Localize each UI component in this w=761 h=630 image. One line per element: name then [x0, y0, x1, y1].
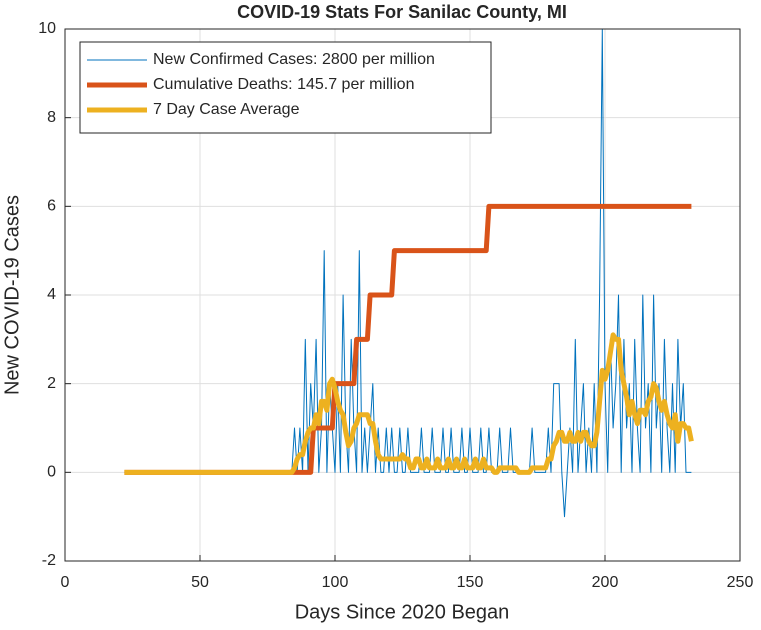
y-tick-label: -2 — [42, 552, 56, 569]
x-tick-label: 150 — [457, 574, 484, 591]
x-axis-label: Days Since 2020 Began — [295, 601, 510, 623]
x-tick-label: 0 — [61, 574, 70, 591]
chart-title: COVID-19 Stats For Sanilac County, MI — [237, 2, 567, 22]
axes-box — [64, 28, 741, 562]
data-line — [124, 332, 694, 475]
y-tick-label: 4 — [47, 286, 56, 303]
x-tick-label: 250 — [727, 574, 754, 591]
y-tick-label: 6 — [47, 198, 56, 215]
x-tick-label: 200 — [592, 574, 619, 591]
x-tick-label: 50 — [191, 574, 209, 591]
y-tick-label: 8 — [47, 109, 56, 126]
x-tick-label: 100 — [322, 574, 349, 591]
y-tick-label: 10 — [38, 20, 56, 37]
legend-box — [79, 41, 492, 134]
y-tick-label: 0 — [47, 464, 56, 481]
legend-label: 7 Day Case Average — [153, 101, 300, 118]
y-axis-label: New COVID-19 Cases — [1, 195, 23, 395]
legend-label: Cumulative Deaths: 145.7 per million — [153, 76, 414, 93]
y-tick-label: 2 — [47, 375, 56, 392]
legend-label: New Confirmed Cases: 2800 per million — [153, 51, 435, 68]
